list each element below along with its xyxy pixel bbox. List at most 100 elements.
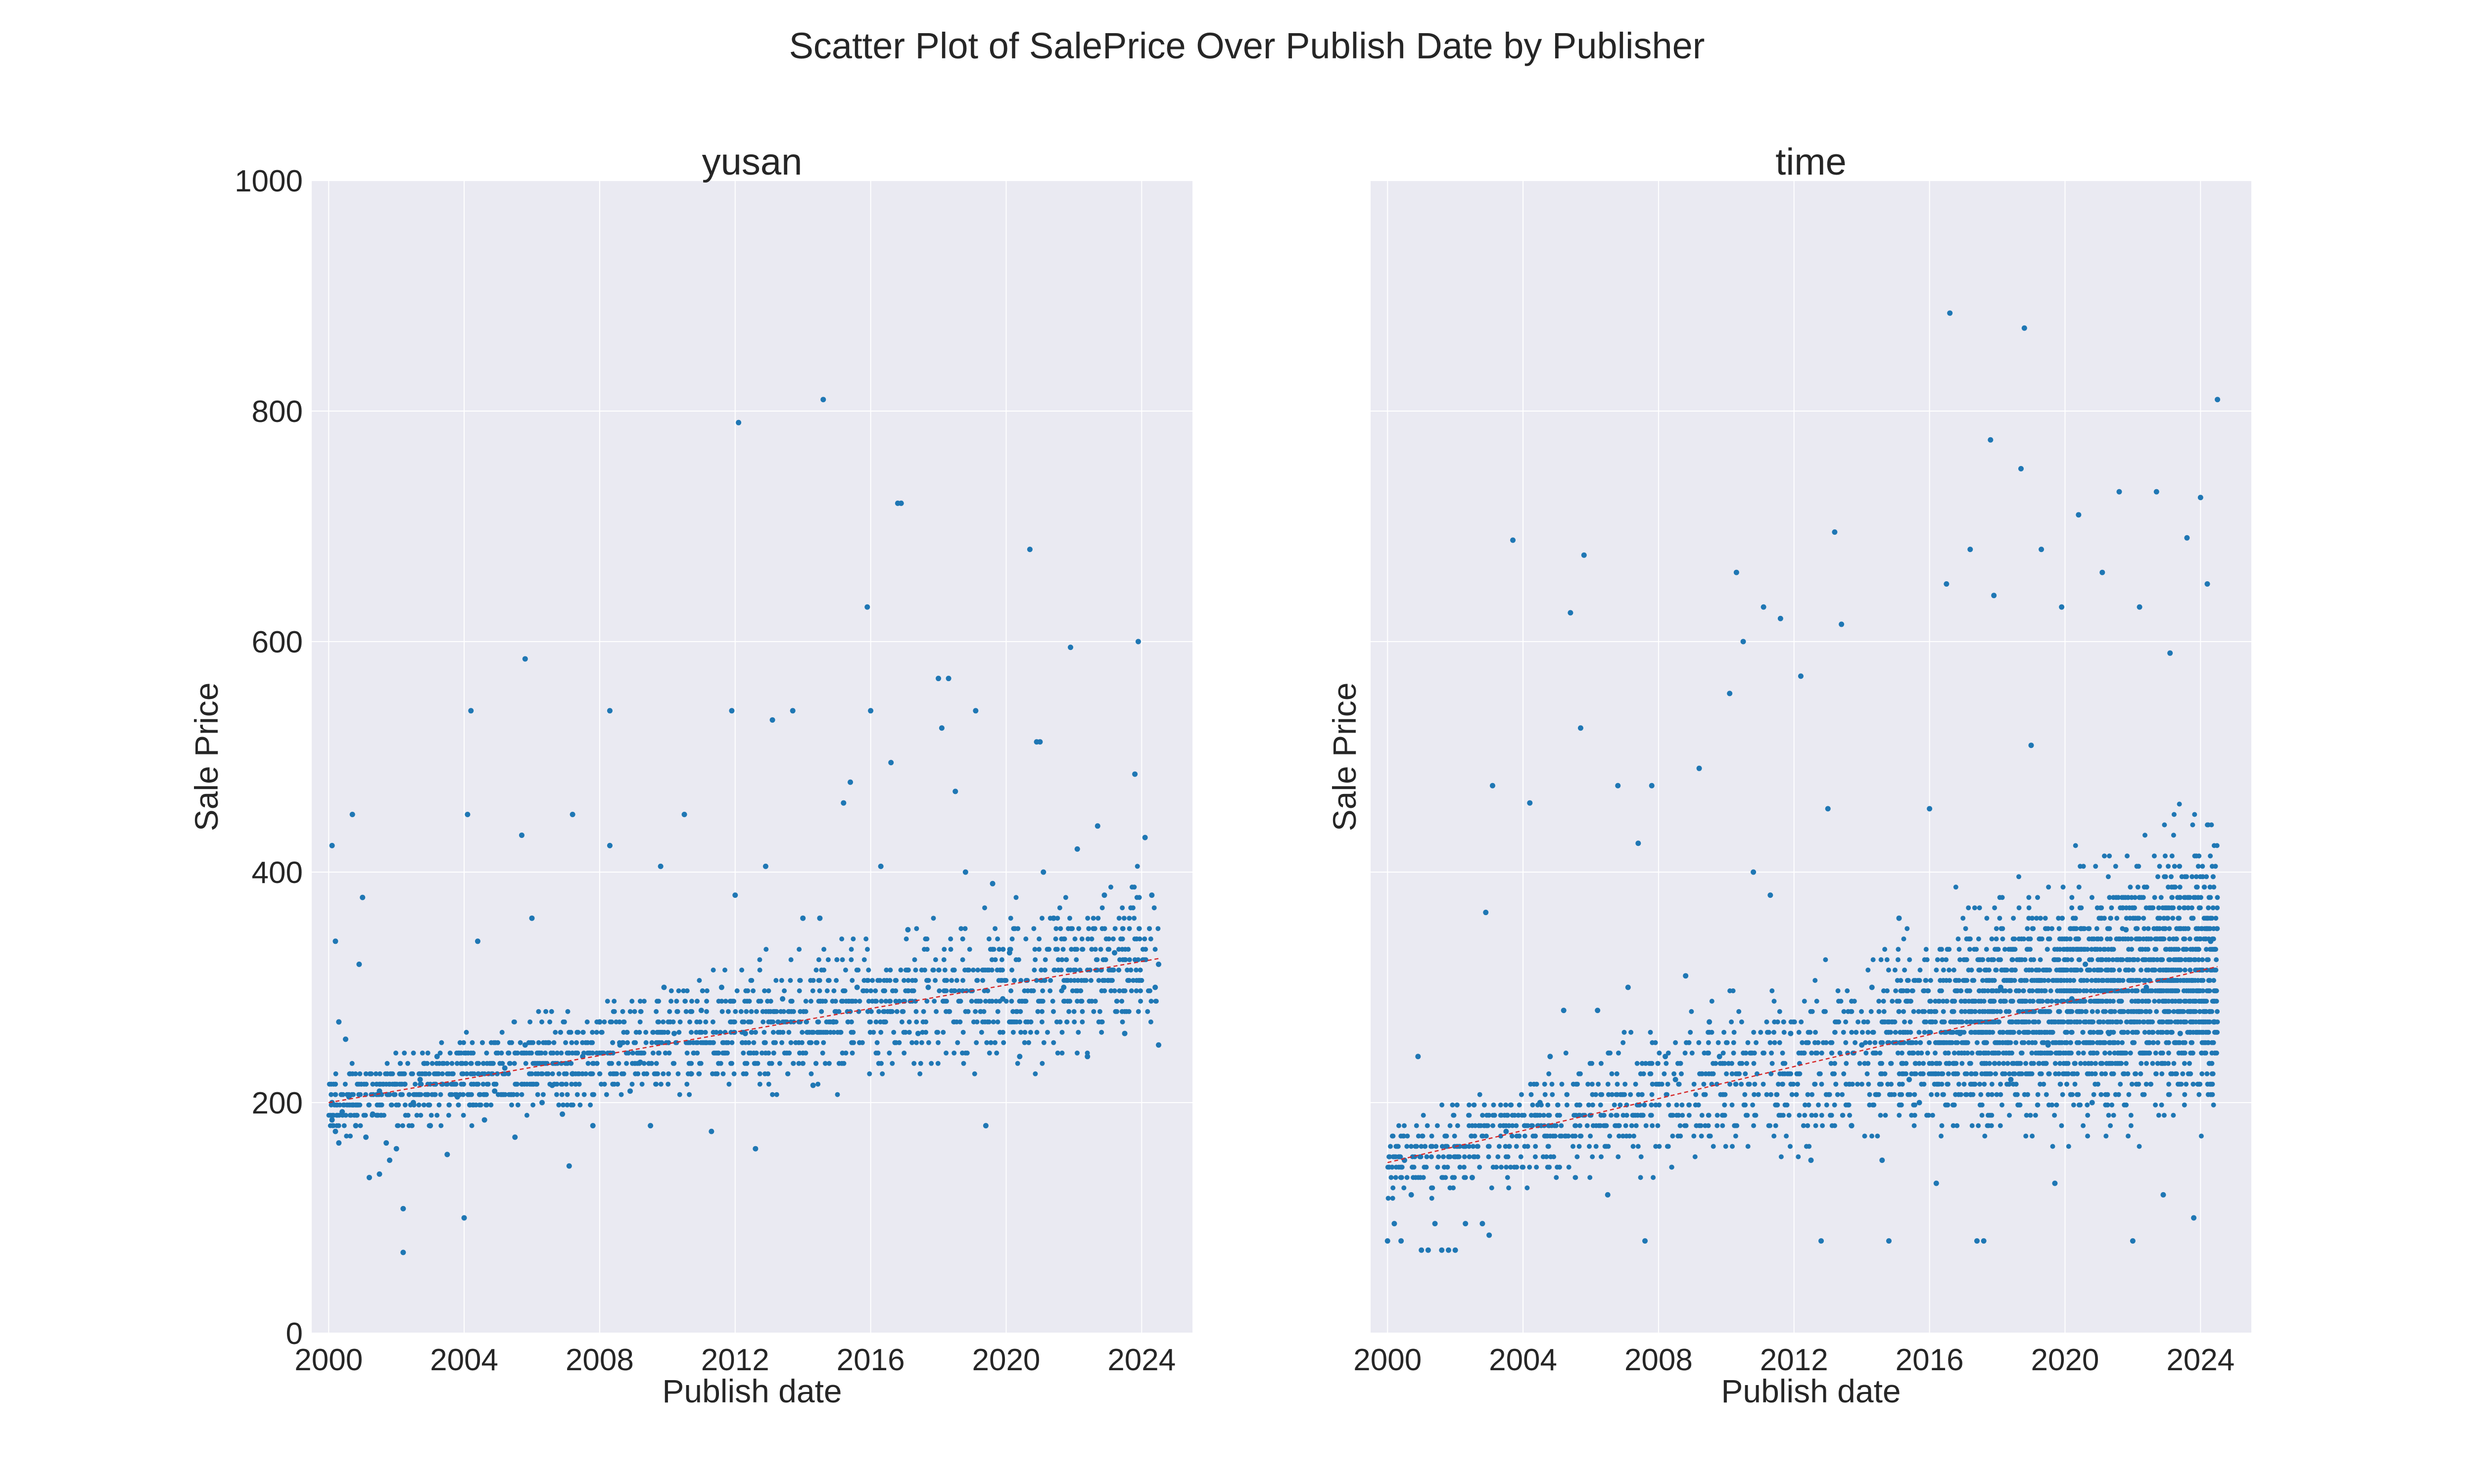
scatter-point <box>590 1123 596 1129</box>
x-tick-label: 2000 <box>1353 1343 1422 1377</box>
scatter-point <box>990 881 996 886</box>
scatter-point <box>2191 1215 2197 1221</box>
scatter-point <box>2021 325 2027 331</box>
scatter-point <box>800 915 806 921</box>
scatter-point <box>2059 604 2065 610</box>
y-tick-label: 1000 <box>235 164 303 198</box>
scatter-point <box>671 1030 677 1036</box>
scatter-point <box>465 812 471 817</box>
scatter-point <box>830 1019 836 1025</box>
scatter-point <box>1727 691 1733 696</box>
scatter-point <box>1767 892 1773 898</box>
scatter-point <box>1419 1247 1425 1253</box>
scatter-point <box>925 984 931 990</box>
x-tick-label: 2020 <box>2031 1343 2099 1377</box>
scatter-point <box>1463 1221 1469 1227</box>
scatter-point <box>1489 783 1495 788</box>
plot-area <box>1371 181 2251 1333</box>
scatter-point <box>1486 1232 1492 1238</box>
scatter-point <box>1733 569 1739 575</box>
scatter-point <box>2123 927 2129 932</box>
scatter-point <box>386 1158 392 1163</box>
scatter-point <box>736 419 742 425</box>
scatter-point <box>1445 1247 1451 1253</box>
scatter-point <box>1041 869 1047 875</box>
scatter-point <box>1561 1008 1567 1014</box>
scatter-point <box>444 1152 450 1158</box>
scatter-point <box>400 1206 406 1211</box>
scatter-point <box>962 869 968 875</box>
scatter-point <box>936 676 942 682</box>
scatter-point <box>339 1109 345 1115</box>
y-tick-label: 200 <box>252 1086 303 1120</box>
scatter-point <box>2130 1238 2136 1244</box>
scatter-point <box>1998 984 2003 990</box>
scatter-point <box>607 708 613 714</box>
scatter-point <box>1957 1030 1963 1036</box>
scatter-point <box>1808 1158 1814 1163</box>
scatter-point <box>570 1071 575 1077</box>
scatter-point <box>2039 547 2045 553</box>
scatter-point <box>1788 1030 1794 1036</box>
scatter-point <box>475 938 480 944</box>
scatter-point <box>888 760 894 766</box>
subplot-title: yusan <box>702 141 803 183</box>
scatter-point <box>2045 1042 2051 1048</box>
scatter-point <box>1642 1238 1648 1244</box>
scatter-point <box>868 708 874 714</box>
x-tick-label: 2000 <box>294 1343 363 1377</box>
scatter-point <box>688 1071 694 1077</box>
scatter-point <box>769 717 775 723</box>
scatter-point <box>1156 1042 1162 1048</box>
trend-line <box>329 958 1159 1104</box>
scatter-point <box>607 842 613 848</box>
x-tick-label: 2008 <box>566 1343 634 1377</box>
scatter-point <box>329 842 335 848</box>
scatter-point <box>454 1094 460 1100</box>
scatter-point <box>1384 1238 1390 1244</box>
x-tick-label: 2024 <box>1107 1343 1176 1377</box>
scatter-point <box>363 1134 369 1140</box>
scatter-point <box>2008 1076 2014 1082</box>
y-tick-label: 400 <box>252 856 303 890</box>
scatter-point <box>342 1036 348 1042</box>
scatter-point <box>2204 581 2210 587</box>
scatter-point <box>410 1100 416 1106</box>
scatter-point <box>617 1042 623 1048</box>
scatter-point <box>1605 1192 1611 1198</box>
subplot-yusan: 2000 2004 2008 2012 2016 2020 2024 0 200 400 600 80… <box>188 141 1192 1409</box>
y-tick-label: 600 <box>252 625 303 659</box>
scatter-point <box>810 1082 816 1088</box>
scatter-point <box>377 1171 382 1177</box>
scatter-point <box>1974 1238 1980 1244</box>
x-tick-label: 2012 <box>701 1343 769 1377</box>
scatter-point <box>1595 1008 1601 1014</box>
scatter-point <box>952 788 958 794</box>
scatter-point <box>549 1082 555 1088</box>
scatter-point <box>661 984 667 990</box>
scatter-point <box>1798 673 1804 679</box>
scatter-point <box>817 915 823 921</box>
scatter-point <box>522 1042 528 1048</box>
scatter-point <box>1112 950 1118 956</box>
scatter-point <box>637 1059 643 1065</box>
scatter-point <box>353 1123 359 1129</box>
scatter-point <box>1896 915 1902 921</box>
scatter-point <box>1547 1054 1553 1060</box>
scatter-point <box>1777 615 1783 621</box>
scatter-point <box>370 1111 376 1117</box>
scatter-point <box>329 1117 335 1123</box>
scatter-point <box>1432 1221 1438 1227</box>
scatter-point <box>732 892 738 898</box>
scatter-point <box>742 1030 748 1036</box>
scatter-point <box>718 984 724 990</box>
scatter-point <box>1425 1247 1431 1253</box>
scatter-point <box>2160 1192 2166 1198</box>
x-tick-label: 2008 <box>1624 1343 1693 1377</box>
scatter-point <box>1439 1247 1445 1253</box>
y-axis-label: Sale Price <box>1326 683 1363 832</box>
scatter-point <box>648 1123 654 1129</box>
scatter-point <box>492 1088 498 1094</box>
x-tick-label: 2016 <box>1896 1343 1964 1377</box>
